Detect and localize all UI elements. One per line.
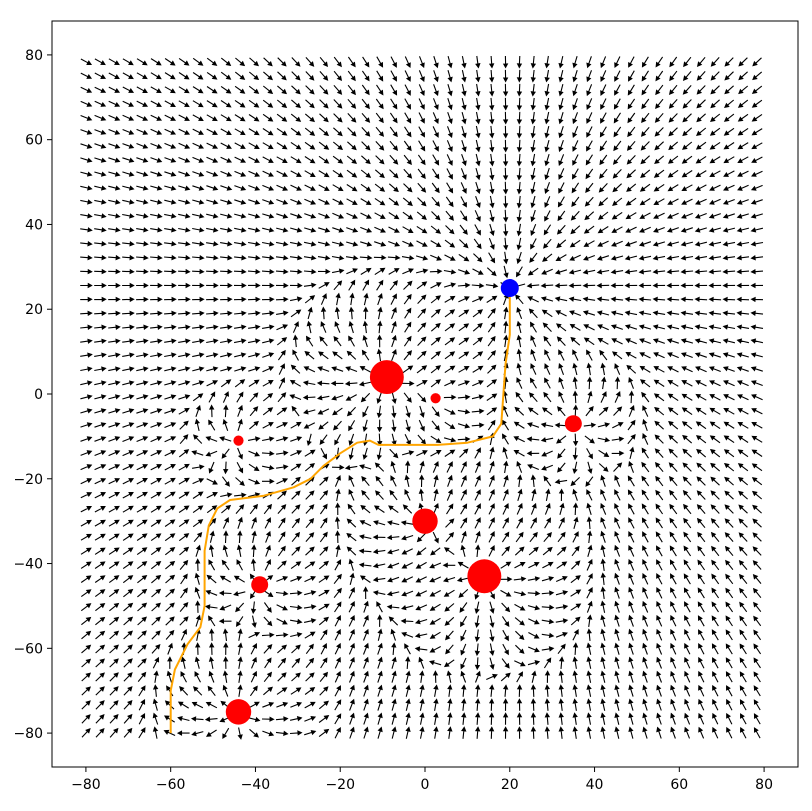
- marker-layer: [225, 279, 582, 725]
- x-tick-label: −80: [71, 777, 101, 793]
- vector-field: [80, 55, 764, 740]
- obstacle-3: [233, 435, 244, 446]
- quiver-arrows: [80, 55, 764, 740]
- x-tick-label: 20: [501, 777, 519, 793]
- obstacle-5: [412, 508, 438, 534]
- obstacle-8: [225, 699, 252, 725]
- obstacle-7: [251, 576, 269, 594]
- obstacle-6: [467, 559, 502, 594]
- x-tick-label: −40: [241, 777, 271, 793]
- y-tick-label: −60: [13, 641, 43, 657]
- x-tick-label: −60: [156, 777, 186, 793]
- axes: −80 −60 −40 −20 0 20 40 60 80 −80 −60 −40 −20 0 20 40 60…: [13, 20, 799, 793]
- x-tick-label: 0: [421, 777, 430, 793]
- goal-marker: [500, 279, 519, 298]
- obstacle-1: [369, 360, 404, 394]
- planned-path: [169, 288, 511, 734]
- x-tick-label: −20: [325, 777, 355, 793]
- y-tick-label: 60: [25, 133, 43, 149]
- y-tick-label: −80: [13, 726, 43, 742]
- y-tick-label: −20: [13, 472, 43, 488]
- x-tick-label: 80: [755, 777, 773, 793]
- path-layer: [169, 288, 511, 734]
- x-tick-label: 40: [586, 777, 604, 793]
- obstacle-2: [430, 393, 441, 404]
- obstacle-4: [564, 415, 582, 433]
- y-tick-label: 0: [34, 387, 43, 403]
- y-tick-label: 20: [25, 302, 43, 318]
- y-tick-label: 40: [25, 217, 43, 233]
- y-tick-label: 80: [25, 48, 43, 64]
- y-tick-label: −40: [13, 557, 43, 573]
- x-tick-label: 60: [670, 777, 688, 793]
